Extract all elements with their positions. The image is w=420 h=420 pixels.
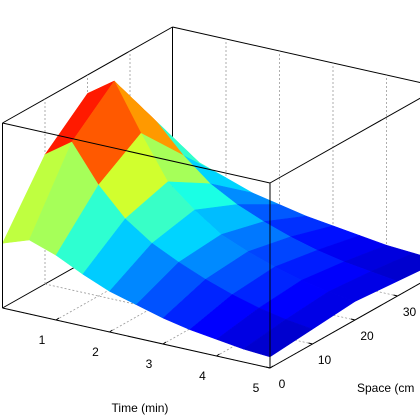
y-tick-label: 30	[403, 305, 417, 319]
y-tick-label: 0	[279, 377, 286, 391]
x-tick	[216, 353, 220, 357]
x-tick-label: 3	[146, 357, 153, 371]
y-tick-label: 20	[360, 329, 374, 343]
x-tick	[55, 317, 60, 321]
y-tick	[393, 294, 398, 297]
y-tick-label: 10	[318, 353, 332, 367]
box-edge	[172, 26, 420, 84]
y-tick	[350, 318, 356, 321]
y-tick	[265, 366, 271, 369]
x-tick	[109, 329, 113, 333]
x-tick-label: 4	[199, 369, 206, 383]
x-tick	[162, 341, 167, 345]
y-tick	[308, 342, 313, 345]
x-tick-label: 5	[253, 381, 260, 395]
box-edge	[2, 307, 271, 369]
box-edge	[269, 97, 420, 184]
y-axis-label: Space (cm	[357, 381, 414, 395]
surface-patch	[242, 319, 314, 358]
x-tick	[269, 365, 274, 369]
x-tick-label: 1	[39, 333, 46, 347]
box-edge	[2, 122, 271, 184]
x-axis-label: Time (min)	[112, 401, 169, 415]
x-tick-label: 2	[92, 345, 99, 359]
